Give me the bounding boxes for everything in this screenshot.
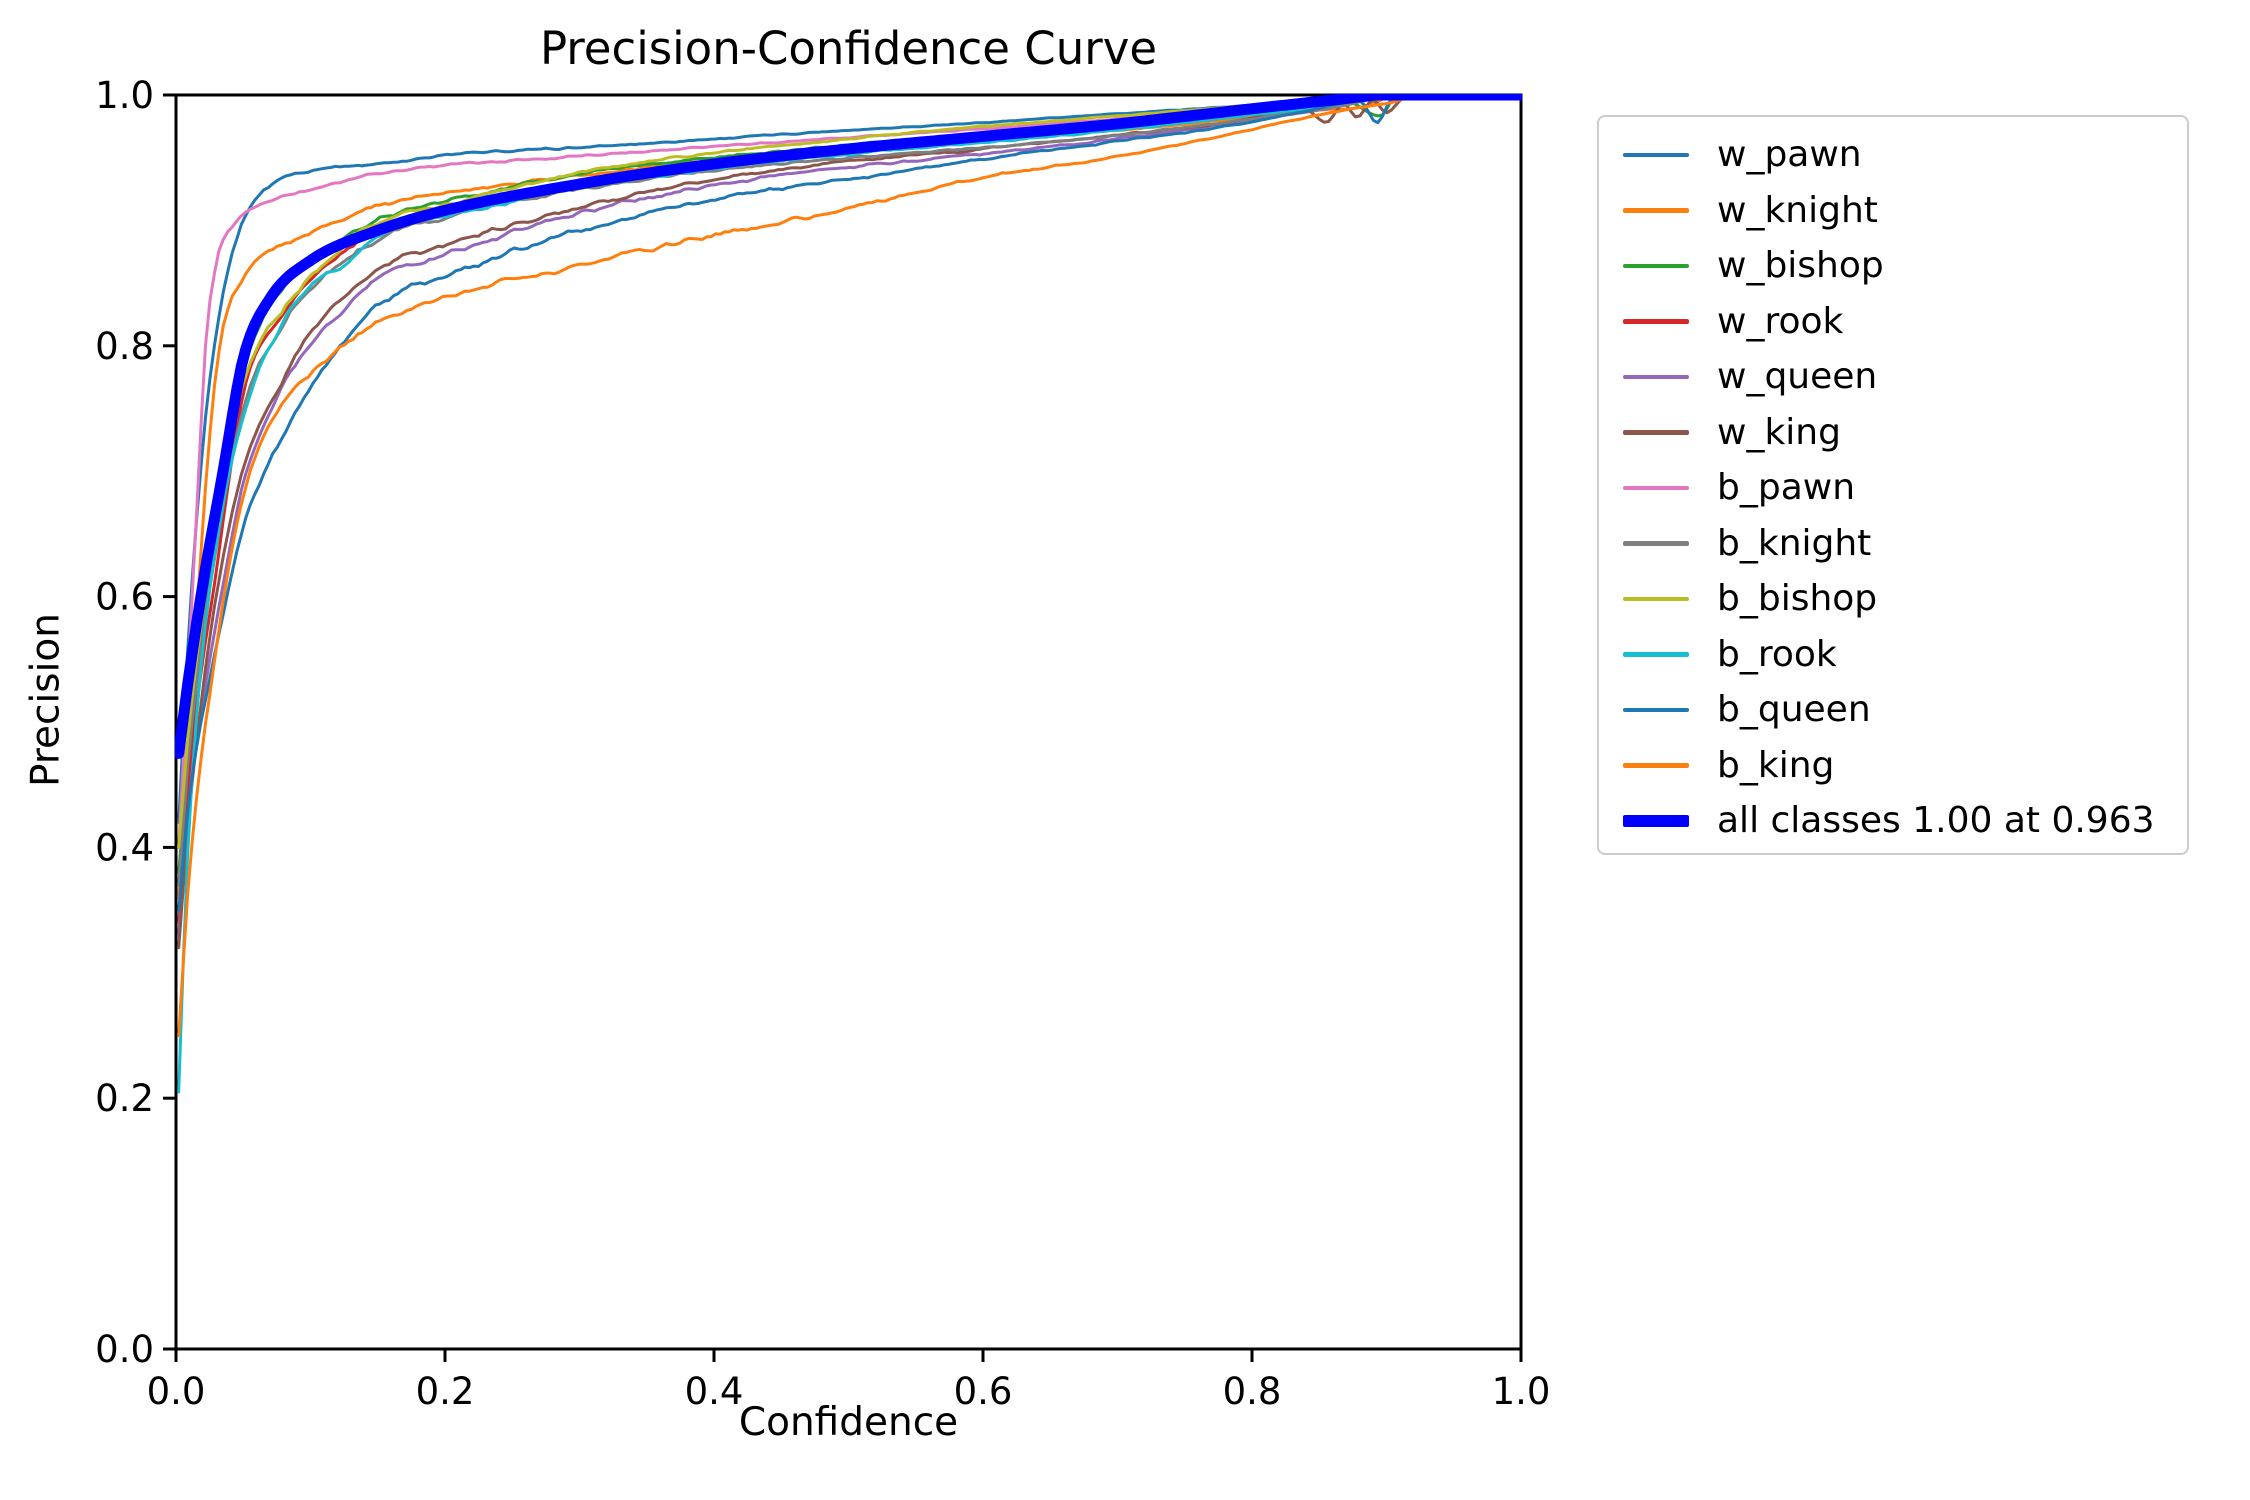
legend-item-w-pawn: w_pawn: [1623, 127, 2187, 183]
legend-item-w-queen: w_queen: [1623, 349, 2187, 405]
x-tick-label-0.4: 0.4: [685, 1370, 744, 1413]
curve-b-rook: [177, 94, 1522, 1094]
legend-item-b-king: b_king: [1623, 738, 2187, 794]
x-tick-label-0.2: 0.2: [416, 1370, 475, 1413]
x-tick-label-0.6: 0.6: [954, 1370, 1013, 1413]
legend-line-swatch: [1623, 814, 1689, 827]
curve-w-queen: [177, 94, 1522, 937]
legend-line-swatch: [1623, 374, 1689, 379]
legend-line-swatch: [1623, 596, 1689, 601]
y-tick-label-0.2: 0.2: [95, 1077, 154, 1120]
curve-b-knight: [177, 94, 1522, 887]
legend-line-swatch: [1623, 263, 1689, 268]
legend-line-swatch: [1623, 541, 1689, 546]
legend-item-w-knight: w_knight: [1623, 183, 2187, 239]
y-tick-label-0.4: 0.4: [95, 826, 154, 869]
legend-item-w-king: w_king: [1623, 405, 2187, 461]
legend-line-swatch: [1623, 430, 1689, 435]
chart-title: Precision-Confidence Curve: [539, 22, 1158, 75]
curves-group: [175, 94, 1522, 1094]
legend-item-b-queen: b_queen: [1623, 682, 2187, 738]
legend-label: w_rook: [1717, 300, 1844, 342]
legend-item-all-classes-1-00-at-0-963: all classes 1.00 at 0.963: [1623, 793, 2187, 849]
curve-w-knight: [177, 94, 1522, 900]
legend-item-b-rook: b_rook: [1623, 627, 2187, 683]
curve-b-queen: [177, 94, 1522, 912]
curve-all-classes-1-00-at-0-963: [175, 94, 1522, 759]
legend-label: b_king: [1717, 744, 1835, 786]
curve-w-rook: [177, 94, 1522, 925]
plot-border: [174, 93, 1523, 1351]
x-tick-label-0.8: 0.8: [1223, 1370, 1282, 1413]
legend-item-b-bishop: b_bishop: [1623, 571, 2187, 627]
legend-item-b-knight: b_knight: [1623, 516, 2187, 572]
x-axis-label: Confidence: [738, 1400, 959, 1445]
legend: w_pawn w_knight w_bishop w_rook w_queen w_kin…: [1597, 115, 2189, 855]
legend-label: b_queen: [1717, 689, 1871, 731]
legend-label: w_king: [1717, 411, 1841, 453]
legend-line-swatch: [1623, 707, 1689, 712]
y-tick-label-1.0: 1.0: [95, 74, 154, 117]
x-tick-label-0.0: 0.0: [147, 1370, 206, 1413]
legend-item-w-bishop: w_bishop: [1623, 238, 2187, 294]
legend-label: w_bishop: [1717, 245, 1884, 287]
legend-label: b_bishop: [1717, 578, 1878, 620]
legend-label: w_queen: [1717, 356, 1878, 398]
curve-w-bishop: [177, 94, 1522, 874]
legend-line-swatch: [1623, 763, 1689, 768]
y-tick-label-0.8: 0.8: [95, 325, 154, 368]
legend-label: all classes 1.00 at 0.963: [1717, 800, 2155, 842]
legend-label: w_pawn: [1717, 134, 1862, 176]
legend-label: b_knight: [1717, 522, 1872, 564]
y-tick-label-0.0: 0.0: [95, 1328, 154, 1371]
curve-b-king: [177, 94, 1522, 1037]
legend-label: b_rook: [1717, 633, 1837, 675]
legend-item-w-rook: w_rook: [1623, 294, 2187, 350]
legend-line-swatch: [1623, 208, 1689, 213]
legend-line-swatch: [1623, 485, 1689, 490]
y-tick-label-0.6: 0.6: [95, 576, 154, 619]
legend-line-swatch: [1623, 652, 1689, 657]
legend-item-b-pawn: b_pawn: [1623, 460, 2187, 516]
legend-label: b_pawn: [1717, 467, 1856, 509]
x-tick-label-1.0: 1.0: [1492, 1370, 1551, 1413]
legend-line-swatch: [1623, 319, 1689, 324]
legend-line-swatch: [1623, 152, 1689, 157]
y-axis-label: Precision: [23, 612, 69, 788]
legend-label: w_knight: [1717, 189, 1878, 231]
